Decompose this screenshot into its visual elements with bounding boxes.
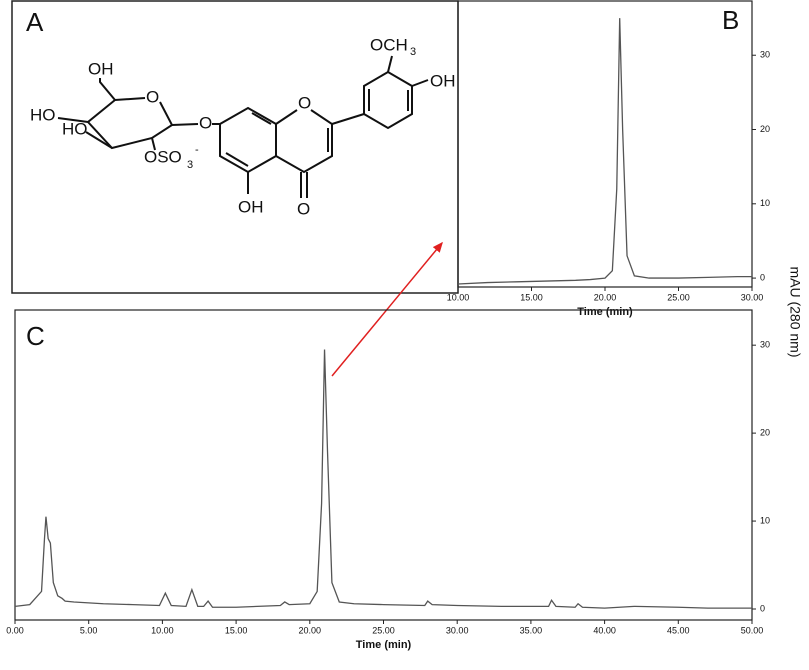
atom-label: - (195, 144, 199, 156)
atom-label: OCH (370, 35, 408, 54)
plot-frame (14, 309, 753, 621)
x-tick-label: 30.00 (446, 625, 469, 635)
atom-label: O (146, 87, 159, 106)
atom-label: OSO (144, 147, 182, 166)
x-tick-label: 20.00 (594, 292, 617, 302)
x-tick-label: 35.00 (520, 625, 543, 635)
x-tick-label: 15.00 (225, 625, 248, 635)
atom-label: OH (88, 59, 114, 78)
x-tick-label: 15.00 (520, 292, 543, 302)
atom-label: O (298, 93, 311, 112)
y-tick-label: 30 (760, 340, 770, 350)
x-tick-label: 45.00 (667, 625, 690, 635)
x-tick-label: 50.00 (741, 625, 764, 635)
atom-label: O (199, 113, 212, 132)
atom-label: HO (62, 119, 88, 138)
x-tick-label: 10.00 (151, 625, 174, 635)
atom-label: OH (430, 71, 456, 90)
x-tick-label: 30.00 (741, 292, 764, 302)
y-tick-label: 0 (760, 603, 765, 613)
y-tick-label: 10 (760, 515, 770, 525)
x-tick-label: 20.00 (299, 625, 322, 635)
atom-label: 3 (187, 159, 193, 171)
y-tick-label: 10 (760, 198, 770, 208)
structure-bonds (57, 55, 429, 198)
x-tick-label: 5.00 (80, 625, 98, 635)
y-tick-label: 0 (760, 272, 765, 282)
x-axis-label: Time (min) (577, 306, 633, 318)
x-tick-label: 25.00 (372, 625, 395, 635)
x-tick-label: 40.00 (593, 625, 616, 635)
atom-label: OH (238, 197, 264, 216)
x-tick-label: 0.00 (6, 625, 24, 635)
x-tick-label: 25.00 (667, 292, 690, 302)
x-tick-label: 10.00 (447, 292, 470, 302)
chromatogram-line (14, 349, 752, 609)
y-tick-label: 30 (760, 50, 770, 60)
y-tick-label: 20 (760, 124, 770, 134)
chromatogram-line (457, 18, 752, 285)
y-axis-label: mAU (280 nm) (787, 266, 803, 357)
atom-label: O (297, 199, 310, 218)
atom-label: HO (30, 105, 56, 124)
panel-label: C (26, 321, 45, 351)
panel-label: A (26, 7, 44, 37)
plot-frame (457, 0, 753, 288)
atom-label: 3 (410, 46, 416, 58)
panel-label: B (722, 5, 739, 35)
y-tick-label: 20 (760, 427, 770, 437)
x-axis-label: Time (min) (356, 639, 412, 651)
